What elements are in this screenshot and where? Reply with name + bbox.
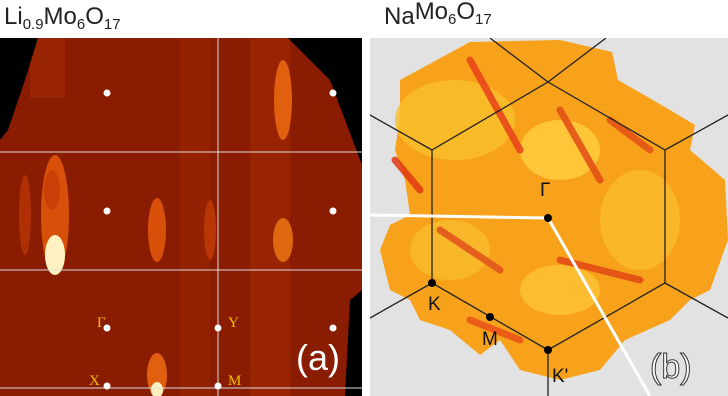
intensity-streak — [147, 353, 167, 396]
no-data-region — [288, 38, 362, 165]
intensity-streak — [391, 156, 424, 194]
k-point — [544, 346, 552, 354]
panel-b-title: NaMo6O17 — [384, 0, 492, 30]
panel-a — [0, 38, 362, 396]
intensity-streak — [148, 198, 166, 262]
zone-line — [664, 114, 728, 151]
intensity-streak — [204, 200, 216, 260]
title-part: O — [456, 0, 475, 25]
zone-line — [370, 282, 433, 319]
point-label: K' — [552, 366, 568, 387]
no-data-region — [0, 38, 38, 140]
title-sub: 6 — [77, 16, 85, 33]
point-label: M — [482, 329, 498, 350]
k-point — [214, 382, 222, 390]
k-point — [103, 382, 111, 390]
point-label: Γ — [97, 315, 106, 331]
k-point — [329, 207, 337, 215]
k-point — [214, 324, 222, 332]
panel-a-title: Li0.9Mo6O17 — [4, 3, 121, 33]
intensity-streak — [151, 382, 163, 396]
zone-line — [547, 38, 607, 83]
intensity-streak — [466, 56, 524, 154]
point-label: X — [89, 373, 100, 389]
title-sub: 0.9 — [23, 16, 44, 33]
title-sub: 17 — [475, 11, 492, 28]
title-part: Na — [384, 3, 415, 30]
k-point — [428, 279, 436, 287]
point-label: Γ — [540, 180, 550, 201]
zone-line — [664, 282, 728, 319]
intensity-streak — [45, 235, 65, 275]
title-sub: 17 — [104, 16, 121, 33]
intensity-blob — [410, 220, 490, 280]
intensity-streak — [19, 175, 31, 255]
title-part: O — [85, 3, 104, 30]
intensity-blob — [600, 170, 680, 270]
intensity-blob — [520, 265, 600, 315]
title-part: Mo — [44, 3, 77, 30]
intensity-streak — [466, 316, 524, 344]
k-point — [103, 324, 111, 332]
intensity-blob — [520, 120, 600, 180]
intensity-streak — [556, 106, 604, 184]
title-sub: 6 — [448, 11, 456, 28]
intensity-streak — [44, 170, 60, 210]
panel-label: (a) — [296, 337, 340, 378]
zone-line — [370, 114, 433, 151]
point-label: M — [228, 373, 241, 389]
intensity-streak — [606, 116, 654, 154]
intensity-streak — [273, 218, 293, 262]
title-part: Mo — [415, 0, 448, 25]
panel-b — [370, 38, 728, 396]
panel-label: (b) — [650, 348, 692, 386]
zone-line — [489, 38, 549, 83]
k-point — [329, 324, 337, 332]
k-point — [544, 214, 552, 222]
title-part: Li — [4, 3, 23, 30]
point-label: Y — [228, 315, 239, 331]
point-label: K — [428, 294, 441, 315]
k-point — [486, 313, 494, 321]
no-data-region — [345, 290, 362, 396]
k-point — [329, 89, 337, 97]
intensity-streak — [436, 226, 504, 274]
intensity-streak — [274, 60, 292, 140]
intensity-blob — [395, 80, 515, 160]
intensity-band — [30, 38, 65, 98]
k-point — [103, 207, 111, 215]
k-point — [103, 89, 111, 97]
